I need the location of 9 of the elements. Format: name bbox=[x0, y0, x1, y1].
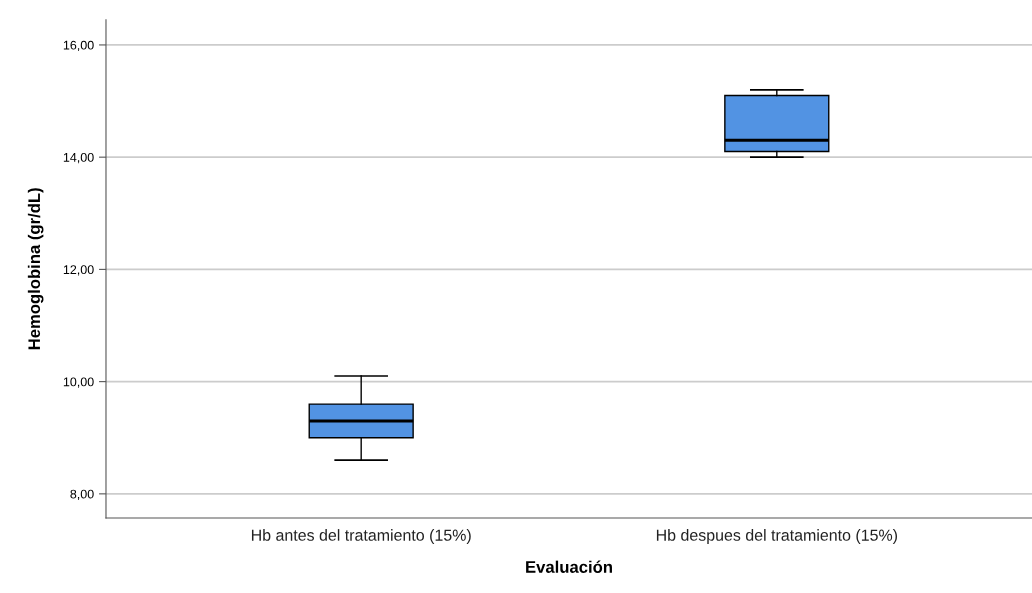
y-tick-label: 12,00 bbox=[63, 265, 94, 276]
x-tick-label: Hb antes del tratamiento (15%) bbox=[251, 529, 471, 544]
y-tick-label: 8,00 bbox=[70, 489, 94, 500]
y-tick-label: 10,00 bbox=[63, 377, 94, 388]
y-tick-label: 16,00 bbox=[63, 40, 94, 52]
y-tick-label: 14,00 bbox=[63, 152, 94, 164]
x-axis-title: Evaluación bbox=[526, 560, 612, 573]
x-tick-label: Hb despues del tratamiento (15%) bbox=[656, 529, 898, 544]
y-axis-title: Hemoglobina (gr/dL) bbox=[27, 188, 44, 350]
